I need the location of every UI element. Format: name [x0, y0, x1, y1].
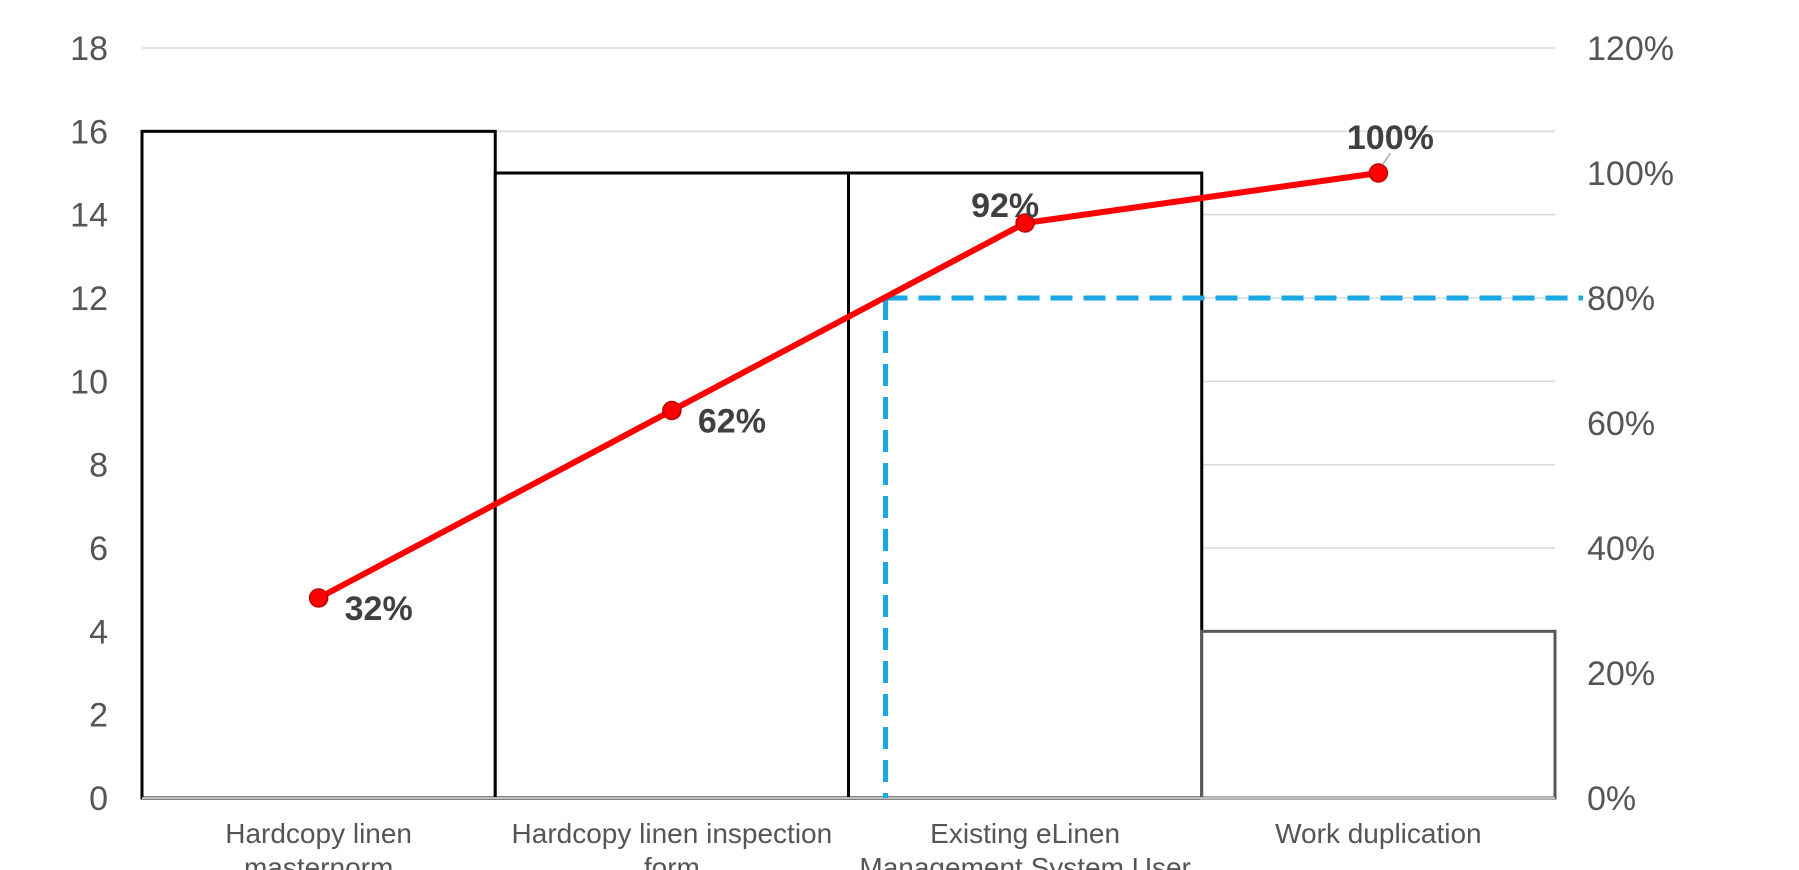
y-left-tick-label: 16 [70, 113, 108, 151]
data-label-leader [1381, 152, 1391, 166]
y-right-tick-label: 60% [1587, 405, 1655, 443]
x-tick-label: Existing eLinen Management System User [859, 818, 1190, 870]
x-tick-label: Hardcopy linen inspection form [512, 818, 833, 870]
x-tick-label-line: Hardcopy linen [225, 818, 412, 849]
x-tick-label-line: masternorm [244, 852, 393, 870]
x-tick-label: Hardcopy linen masternorm [225, 818, 412, 870]
data-label: 62% [698, 403, 766, 441]
data-label: 100% [1347, 119, 1434, 157]
y-right-tick-label: 20% [1587, 655, 1655, 693]
x-tick-label: Work duplication [1275, 818, 1481, 849]
data-label: 32% [345, 590, 413, 628]
axes: 0 2 4 6 8 10 12 14 16 18 0% 20% 40% 60% 80% 100% 120% Har… [70, 30, 1674, 870]
cumulative-point [1368, 163, 1389, 183]
x-tick-label-line: Management System User [859, 852, 1190, 870]
cumulative-series-line [317, 170, 1379, 601]
cumulative-point [1015, 213, 1035, 233]
bar [847, 171, 1204, 800]
labels: 32% 62% 92% 100% [345, 119, 1434, 628]
y-left-tick-label: 4 [89, 613, 108, 651]
y-right-tick-label: 120% [1587, 30, 1674, 68]
y-left-tick-label: 6 [89, 530, 108, 568]
y-left-tick-label: 10 [70, 363, 108, 401]
y-left-tick-label: 0 [89, 780, 108, 818]
bar [493, 171, 850, 800]
cumulative-point [662, 400, 682, 421]
cumulative-line [308, 163, 1389, 608]
y-right-tick-label: 80% [1587, 280, 1655, 318]
y-right-tick-label: 0% [1587, 780, 1636, 818]
y-left-tick-label: 2 [89, 697, 108, 735]
bars [140, 129, 1557, 800]
y-right-tick-label: 40% [1587, 530, 1655, 568]
data-label: 92% [971, 187, 1039, 225]
threshold-line [883, 295, 1583, 798]
x-tick-label-line: Existing eLinen [930, 818, 1120, 849]
y-left-tick-label: 12 [70, 280, 108, 318]
x-tick-label-line: Work duplication [1275, 818, 1481, 849]
bar [1200, 629, 1557, 800]
y-left-tick-label: 8 [89, 447, 108, 485]
cumulative-point [308, 588, 329, 608]
y-left-tick-label: 18 [70, 30, 108, 68]
y-left-tick-label: 14 [70, 197, 108, 235]
x-tick-label-line: Hardcopy linen inspection [512, 818, 833, 849]
x-tick-label-line: form [644, 852, 700, 870]
bar [140, 129, 497, 800]
y-right-tick-label: 100% [1587, 155, 1674, 193]
